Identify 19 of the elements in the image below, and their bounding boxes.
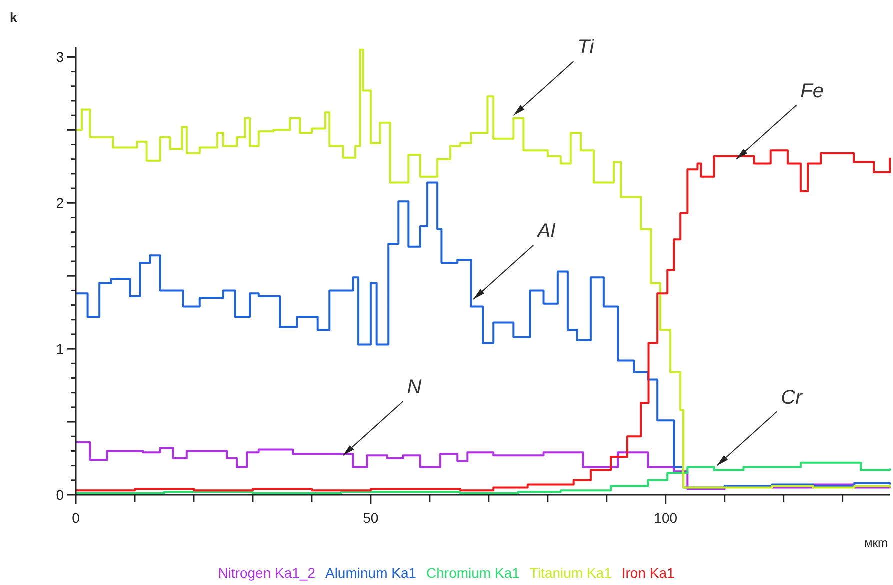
x-axis-title: мкm xyxy=(864,536,888,550)
x-tick-label: 0 xyxy=(72,510,80,526)
annotation: N xyxy=(407,376,422,399)
text: Aluminum Ka1 xyxy=(325,565,417,581)
y-tick-label: 0 xyxy=(56,487,64,503)
annotation: Cr xyxy=(781,386,804,409)
text: Nitrogen Ka1_2 xyxy=(218,565,316,581)
y-tick-label: 3 xyxy=(56,49,64,66)
text: Chromium Ka1 xyxy=(426,565,520,581)
x-tick-label: 50 xyxy=(363,510,379,526)
annotation: Ti xyxy=(578,36,595,59)
text: Iron Ka1 xyxy=(622,565,676,581)
y-tick-label: 1 xyxy=(56,341,64,358)
annotation: Al xyxy=(536,220,556,242)
y-axis-title: k xyxy=(10,10,18,25)
annotation: Fe xyxy=(800,80,824,102)
y-tick-label: 2 xyxy=(56,195,64,212)
text: Titanium Ka1 xyxy=(530,565,612,581)
x-tick-label: 100 xyxy=(654,510,678,526)
